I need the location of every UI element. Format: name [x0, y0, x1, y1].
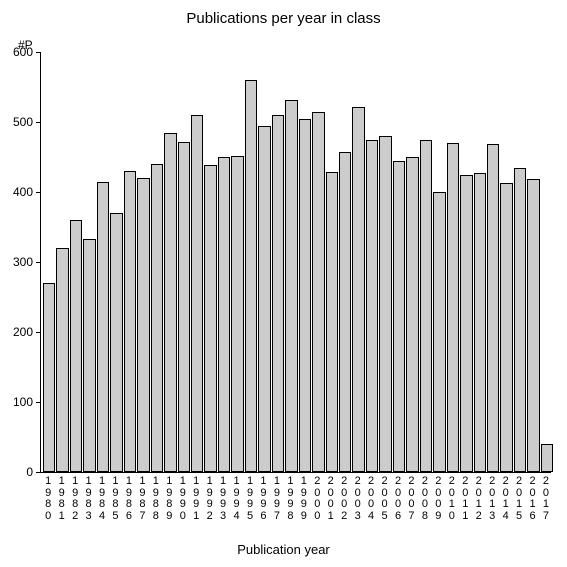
bar [420, 140, 432, 473]
bar [231, 156, 243, 472]
x-tick-label: 2 0 0 0 [311, 476, 323, 522]
x-tick-label: 1 9 9 8 [284, 476, 296, 522]
x-tick-label: 2 0 1 4 [499, 476, 511, 522]
x-tick-label: 2 0 0 1 [325, 476, 337, 522]
x-tick-label: 1 9 8 8 [150, 476, 162, 522]
y-tick-label: 100 [13, 395, 33, 409]
x-tick-label: 1 9 8 4 [96, 476, 108, 522]
x-tick-label: 2 0 0 9 [432, 476, 444, 522]
x-tick-label: 2 0 1 3 [486, 476, 498, 522]
bar [151, 164, 163, 472]
bar [487, 144, 499, 472]
bar [178, 142, 190, 472]
bar [70, 220, 82, 472]
x-tick-label: 1 9 9 4 [230, 476, 242, 522]
x-tick-label: 2 0 0 8 [419, 476, 431, 522]
x-tick-label: 2 0 0 7 [405, 476, 417, 522]
bar [460, 175, 472, 473]
x-tick-label: 1 9 9 2 [203, 476, 215, 522]
x-tick-label: 2 0 1 7 [540, 476, 552, 522]
x-tick-label: 2 0 0 2 [338, 476, 350, 522]
chart-container: Publications per year in class #P 010020… [0, 0, 567, 567]
x-tick-label: 1 9 9 5 [244, 476, 256, 522]
x-tick-label: 1 9 9 0 [177, 476, 189, 522]
x-tick-label: 2 0 1 1 [459, 476, 471, 522]
bar [366, 140, 378, 473]
bar [447, 143, 459, 472]
x-tick-label: 2 0 0 6 [392, 476, 404, 522]
bar [56, 248, 68, 472]
x-tick-label: 2 0 0 3 [351, 476, 363, 522]
x-tick-label: 2 0 0 4 [365, 476, 377, 522]
bar [258, 126, 270, 473]
y-tick-label: 300 [13, 255, 33, 269]
x-tick-labels: 1 9 8 01 9 8 11 9 8 21 9 8 31 9 8 41 9 8… [40, 476, 552, 522]
x-tick-label: 1 9 9 3 [217, 476, 229, 522]
bar [406, 157, 418, 472]
plot-area: 0100200300400500600 [40, 52, 551, 473]
bar [164, 133, 176, 473]
x-tick-label: 2 0 0 5 [378, 476, 390, 522]
x-tick-label: 1 9 8 3 [82, 476, 94, 522]
bar [352, 107, 364, 472]
bar [312, 112, 324, 473]
y-tick-label: 200 [13, 325, 33, 339]
x-tick-label: 1 9 8 7 [136, 476, 148, 522]
x-tick-label: 2 0 1 0 [446, 476, 458, 522]
x-tick-label: 1 9 9 7 [271, 476, 283, 522]
bar [500, 183, 512, 472]
bar [299, 119, 311, 473]
bar [83, 239, 95, 472]
x-axis-title: Publication year [0, 542, 567, 557]
bar [379, 136, 391, 472]
bar [245, 80, 257, 472]
bar [97, 182, 109, 472]
bar [541, 444, 553, 472]
y-tick-label: 600 [13, 45, 33, 59]
bars-wrapper [41, 52, 553, 472]
bar [339, 152, 351, 472]
bar [137, 178, 149, 472]
x-tick-label: 1 9 8 1 [55, 476, 67, 522]
bar [514, 168, 526, 473]
bar [527, 179, 539, 472]
x-tick-label: 2 0 1 5 [513, 476, 525, 522]
x-tick-label: 1 9 8 6 [123, 476, 135, 522]
x-tick-label: 1 9 8 2 [69, 476, 81, 522]
bar [272, 115, 284, 472]
x-tick-label: 1 9 8 9 [163, 476, 175, 522]
x-tick-label: 1 9 9 6 [257, 476, 269, 522]
chart-title: Publications per year in class [0, 10, 567, 27]
bar [204, 165, 216, 472]
bar [218, 157, 230, 472]
bar [433, 192, 445, 472]
x-tick-label: 2 0 1 6 [526, 476, 538, 522]
x-tick-label: 1 9 8 0 [42, 476, 54, 522]
bar [285, 100, 297, 472]
y-tick-label: 0 [26, 465, 33, 479]
bar [393, 161, 405, 472]
bar [124, 171, 136, 472]
x-tick-label: 2 0 1 2 [473, 476, 485, 522]
x-tick-label: 1 9 9 9 [298, 476, 310, 522]
bar [191, 115, 203, 472]
x-tick-label: 1 9 8 5 [109, 476, 121, 522]
bar [43, 283, 55, 472]
bar [110, 213, 122, 472]
bar [474, 173, 486, 472]
bar [326, 172, 338, 472]
y-tick-label: 400 [13, 185, 33, 199]
y-tick-label: 500 [13, 115, 33, 129]
x-tick-label: 1 9 9 1 [190, 476, 202, 522]
